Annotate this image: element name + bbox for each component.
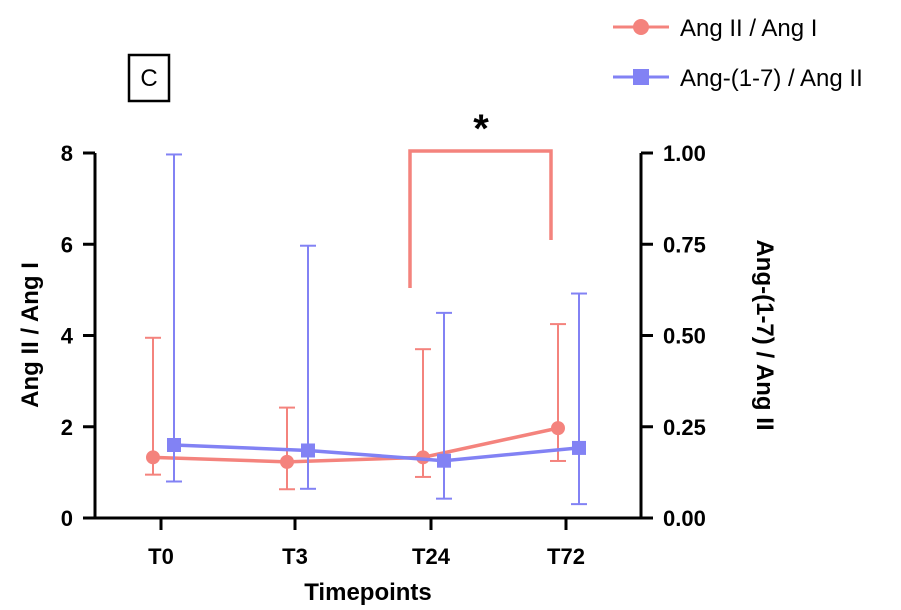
legend-item-ang17-ang2: Ang-(1-7) / Ang II	[613, 65, 863, 92]
x-tick-label: T72	[547, 544, 585, 569]
data-point	[437, 453, 451, 468]
significance-bracket	[408, 149, 553, 288]
x-tick-label: T24	[412, 544, 451, 569]
significance-star: *	[473, 107, 489, 151]
legend-label-ang2-ang1: Ang II / Ang I	[680, 15, 817, 42]
data-point	[551, 421, 565, 436]
legend-marker-ang17-ang2	[633, 69, 649, 85]
y-right-tick-label: 0.00	[663, 506, 706, 531]
y-left-tick-label: 6	[61, 232, 73, 257]
series-line	[173, 443, 580, 463]
data-point	[167, 438, 181, 452]
y-left-tick-label: 0	[61, 506, 73, 531]
y-left-tick-label: 8	[61, 141, 73, 166]
panel-label-text: C	[140, 65, 157, 92]
legend-marker-ang2-ang1	[633, 19, 649, 35]
panel-label-box	[127, 53, 171, 103]
y-axis-right-title: Ang-(1-7) / Ang II	[751, 239, 778, 430]
y-right-tick-label: 0.50	[663, 324, 706, 349]
series-layer	[145, 153, 587, 506]
y-axis-left-title: Ang II / Ang I	[17, 262, 44, 408]
data-point	[572, 440, 586, 455]
x-tick-label: T0	[148, 544, 174, 569]
legend-label-ang17-ang2: Ang-(1-7) / Ang II	[680, 65, 863, 92]
y-axis-left-ticks: 0 2 4 6 8	[61, 141, 95, 531]
x-axis-ticks: T0 T3 T24 T72	[148, 518, 585, 569]
legend-item-ang2-ang1: Ang II / Ang I	[613, 15, 817, 42]
y-right-tick-label: 0.75	[663, 232, 706, 257]
data-point	[280, 454, 294, 469]
x-axis-title: Timepoints	[304, 579, 432, 606]
legend: Ang II / Ang I Ang-(1-7) / Ang II	[613, 15, 863, 92]
y-left-tick-label: 4	[61, 324, 74, 349]
data-point	[146, 450, 160, 465]
significance-annotation: *	[408, 107, 553, 288]
panel-label: C	[127, 53, 171, 103]
y-left-tick-label: 2	[61, 415, 73, 440]
x-tick-label: T3	[282, 544, 308, 569]
series-ang17-ang2	[166, 153, 587, 506]
y-right-tick-label: 1.00	[663, 141, 706, 166]
data-point	[301, 443, 315, 458]
series-ang2-ang1	[145, 323, 566, 491]
y-axis-right-ticks: 0.00 0.25 0.50 0.75 1.00	[641, 141, 706, 531]
series-line	[152, 426, 559, 464]
y-right-tick-label: 0.25	[663, 415, 706, 440]
